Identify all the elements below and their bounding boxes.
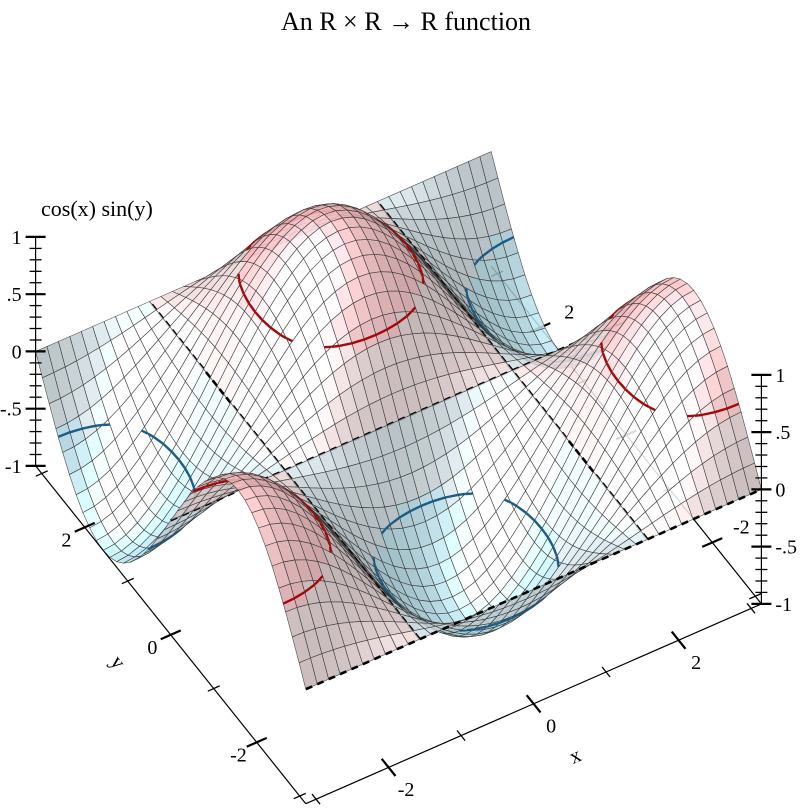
plot-title: An R × R → R function xyxy=(280,7,532,36)
x-axis-tick-label: 2 xyxy=(691,652,701,674)
z-axis-left: -1 -.5 0 .5 1 xyxy=(0,227,46,478)
z-axis-tick-label: .5 xyxy=(775,422,790,444)
y-axis-tick-label: 2 xyxy=(61,529,71,551)
z-axis-tick-label: 0 xyxy=(12,341,22,363)
surface-mesh xyxy=(35,151,762,691)
z-axis-tick-label: 1 xyxy=(775,365,785,387)
y-axis-tick-label: -2 xyxy=(230,744,247,766)
y-axis-far-tick-label: 2 xyxy=(564,302,574,324)
x-axis-tick-label: -2 xyxy=(398,779,415,801)
z-axis-tick-label: -1 xyxy=(5,456,22,478)
x-axis-tick-label: 0 xyxy=(546,716,556,738)
x-axis-title: x xyxy=(565,742,585,768)
z-axis-tick-label: 0 xyxy=(775,479,785,501)
z-axis-tick-label: 1 xyxy=(12,227,22,249)
y-axis-title: y xyxy=(106,650,132,674)
y-axis-tick-label: 0 xyxy=(147,637,157,659)
z-axis-tick-label: -.5 xyxy=(775,537,797,559)
z-axis-right: -1 -.5 0 .5 1 xyxy=(751,365,797,616)
z-axis-tick-label: .5 xyxy=(7,284,22,306)
y-axis-far-tick-label: -2 xyxy=(733,517,750,539)
z-axis-label: cos(x) sin(y) xyxy=(41,196,153,221)
z-axis-tick-label: -.5 xyxy=(0,399,22,421)
z-axis-tick-label: -1 xyxy=(775,594,792,616)
